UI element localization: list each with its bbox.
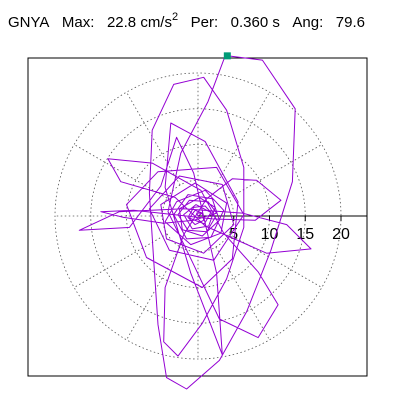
grid-spoke-150 (73, 144, 168, 199)
trace-group (78, 55, 312, 390)
grid-spoke-240 (126, 246, 181, 341)
grid-spoke-210 (73, 233, 168, 288)
max-exponent: 2 (171, 11, 179, 23)
grid-spoke-60 (215, 91, 270, 186)
trace-line (78, 55, 312, 390)
radial-tick-label-5: 5 (229, 226, 238, 243)
period-label: Per: (190, 14, 219, 31)
grid-spoke-300 (215, 246, 270, 341)
grid-spoke-30 (228, 144, 323, 199)
grid-spoke-120 (126, 91, 181, 186)
grid-spoke-330 (228, 233, 323, 288)
angle-value: 79.6 (335, 14, 365, 31)
angle-label: Ang: (292, 14, 324, 31)
max-value: 22.8 cm/s (106, 14, 172, 31)
chart-title: GNYA Max: 22.8 cm/s2 Per: 0.360 s Ang: 7… (8, 11, 365, 31)
station-code: GNYA (8, 14, 50, 31)
max-label: Max: (61, 14, 95, 31)
period-value: 0.360 s (230, 14, 280, 31)
peak-marker (223, 52, 231, 60)
peak-marker-group (223, 52, 231, 60)
radial-tick-label-15: 15 (296, 226, 314, 243)
radial-tick-label-20: 20 (332, 226, 350, 243)
